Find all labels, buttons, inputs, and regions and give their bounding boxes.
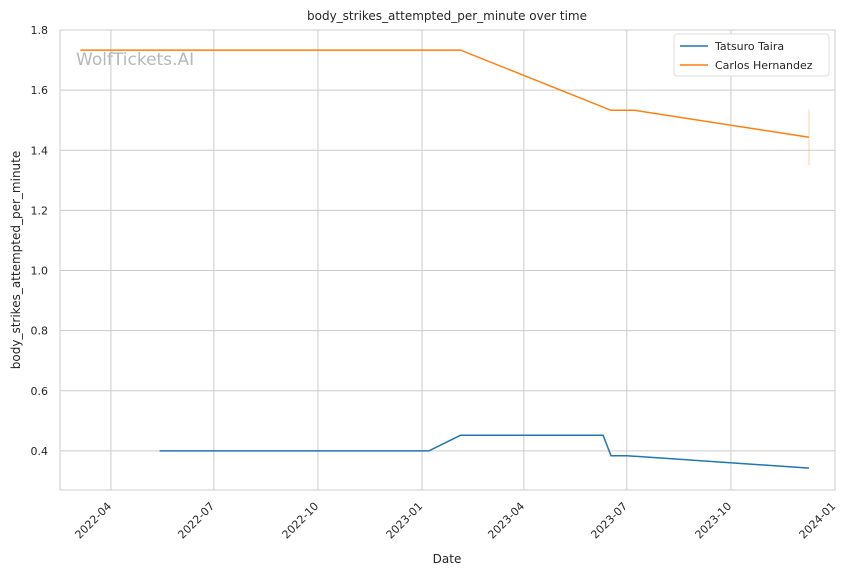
y-tick-label: 0.6: [31, 385, 49, 398]
x-tick-label: 2022-07: [175, 500, 217, 542]
x-tick-label: 2022-04: [73, 500, 115, 542]
y-axis-tick-labels: 0.4 0.6 0.8 1.0 1.2 1.4 1.6 1.8: [31, 24, 49, 458]
y-tick-label: 1.2: [31, 204, 49, 217]
y-axis-label: body_strikes_attempted_per_minute: [9, 151, 23, 369]
legend: Tatsuro Taira Carlos Hernandez: [673, 33, 830, 77]
grid-lines: [60, 29, 836, 490]
x-tick-label: 2023-07: [588, 500, 630, 542]
series-layer: [80, 49, 810, 469]
y-tick-label: 1.6: [31, 84, 49, 97]
x-axis-label: Date: [433, 552, 462, 566]
x-tick-label: 2022-10: [280, 500, 322, 542]
watermark-text: WolfTickets.AI: [76, 50, 194, 70]
x-tick-label: 2023-01: [384, 500, 426, 542]
y-tick-label: 0.4: [31, 445, 49, 458]
series-line-0: [159, 434, 810, 469]
y-tick-label: 1.8: [31, 24, 49, 37]
x-tick-label: 2023-10: [693, 500, 735, 542]
chart-title: body_strikes_attempted_per_minute over t…: [307, 9, 587, 23]
x-tick-label: 2024-01: [797, 500, 839, 542]
series-line-1: [80, 49, 810, 139]
legend-label: Carlos Hernandez: [715, 59, 813, 72]
x-tick-label: 2023-04: [485, 500, 527, 542]
y-tick-label: 0.8: [31, 325, 49, 338]
y-tick-label: 1.0: [31, 265, 49, 278]
x-axis-tick-labels: 2022-04 2022-07 2022-10 2023-01 2023-04 2023-…: [73, 500, 839, 542]
legend-label: Tatsuro Taira: [714, 40, 784, 53]
legend-box: [673, 33, 830, 77]
y-tick-label: 1.4: [31, 144, 49, 157]
plot-area-frame: [59, 29, 836, 491]
